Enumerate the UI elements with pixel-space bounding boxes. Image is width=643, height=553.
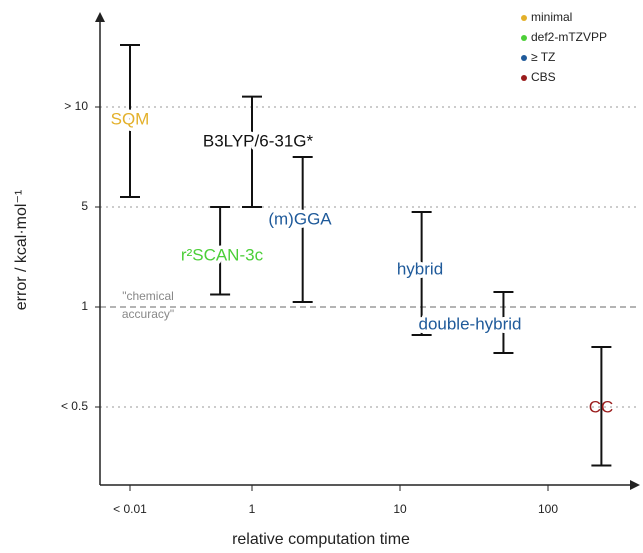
y-tick-label: 5 xyxy=(81,199,88,213)
legend-marker xyxy=(521,75,527,81)
x-axis-label: relative computation time xyxy=(232,531,410,548)
reference-label: accuracy" xyxy=(122,307,174,321)
method-label: (m)GGA xyxy=(268,209,332,228)
y-tick-label: < 0.5 xyxy=(61,399,88,413)
y-tick-label: > 10 xyxy=(64,99,88,113)
method-label: hybrid xyxy=(397,259,443,278)
method-label: double-hybrid xyxy=(418,314,521,333)
error-bar xyxy=(292,156,313,303)
y-tick-label: 1 xyxy=(81,299,88,313)
method-label: SQM xyxy=(111,109,150,128)
x-tick-label: 10 xyxy=(393,502,407,516)
legend-label: ≥ TZ xyxy=(531,50,555,64)
error-bar xyxy=(242,95,262,208)
legend-marker xyxy=(521,15,527,21)
legend-marker xyxy=(521,55,527,61)
y-axis-label: error / kcal·mol⁻¹ xyxy=(13,190,30,310)
x-tick-label: 1 xyxy=(249,502,256,516)
legend-label: def2-mTZVPP xyxy=(531,30,607,44)
reference-label: "chemical xyxy=(122,289,174,303)
x-tick-label: < 0.01 xyxy=(113,502,147,516)
error-bar xyxy=(493,291,514,354)
method-label: CC xyxy=(589,397,614,416)
x-arrow xyxy=(630,480,640,490)
error-bar xyxy=(210,206,231,296)
legend-label: CBS xyxy=(531,70,556,84)
x-tick-label: 100 xyxy=(538,502,558,516)
y-arrow xyxy=(95,12,105,22)
error-bar xyxy=(591,346,612,467)
method-label: B3LYP/6-31G* xyxy=(203,131,314,150)
legend-marker xyxy=(521,35,527,41)
legend-label: minimal xyxy=(531,10,572,24)
error-bar xyxy=(411,211,432,336)
error-bar xyxy=(120,44,140,198)
method-label: r²SCAN-3c xyxy=(181,245,264,264)
